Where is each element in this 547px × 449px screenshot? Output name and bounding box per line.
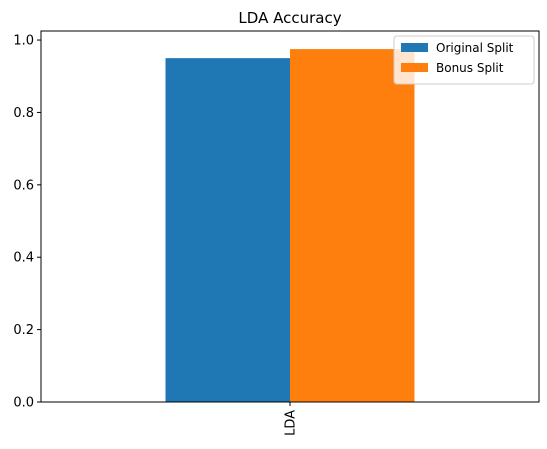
bar-bonus-split-lda: [290, 49, 415, 402]
legend-label: Bonus Split: [436, 61, 504, 75]
y-tick-label: 0.2: [13, 323, 34, 338]
y-axis: 0.0 0.2 0.4 0.6 0.8 1.0: [13, 34, 41, 411]
chart-title: LDA Accuracy: [238, 9, 341, 27]
legend-swatch: [401, 43, 428, 52]
legend-swatch: [401, 63, 428, 72]
y-tick-label: 0.8: [13, 106, 34, 121]
legend-label: Original Split: [436, 41, 514, 55]
y-tick-label: 0.6: [13, 178, 34, 193]
y-tick-label: 1.0: [13, 34, 34, 49]
bar-original-split-lda: [166, 58, 291, 402]
y-tick-label: 0.0: [13, 396, 34, 411]
legend: Original Split Bonus Split: [394, 36, 534, 84]
y-tick-label: 0.4: [13, 251, 34, 266]
x-axis: LDA: [284, 402, 299, 436]
bars-group: [166, 49, 415, 402]
x-tick-label: LDA: [284, 410, 299, 436]
